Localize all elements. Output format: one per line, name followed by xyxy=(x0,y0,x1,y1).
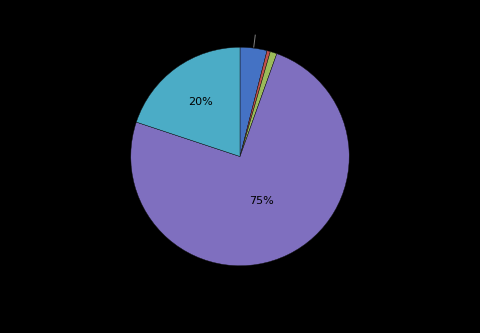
Text: 20%: 20% xyxy=(188,97,213,107)
Wedge shape xyxy=(136,47,240,157)
Legend: , , , , : , , , , xyxy=(171,332,309,333)
Wedge shape xyxy=(240,47,267,157)
Wedge shape xyxy=(131,54,349,266)
Wedge shape xyxy=(240,51,270,157)
Text: 75%: 75% xyxy=(249,196,274,206)
Text: 4%: 4% xyxy=(247,24,265,34)
Wedge shape xyxy=(240,52,277,157)
